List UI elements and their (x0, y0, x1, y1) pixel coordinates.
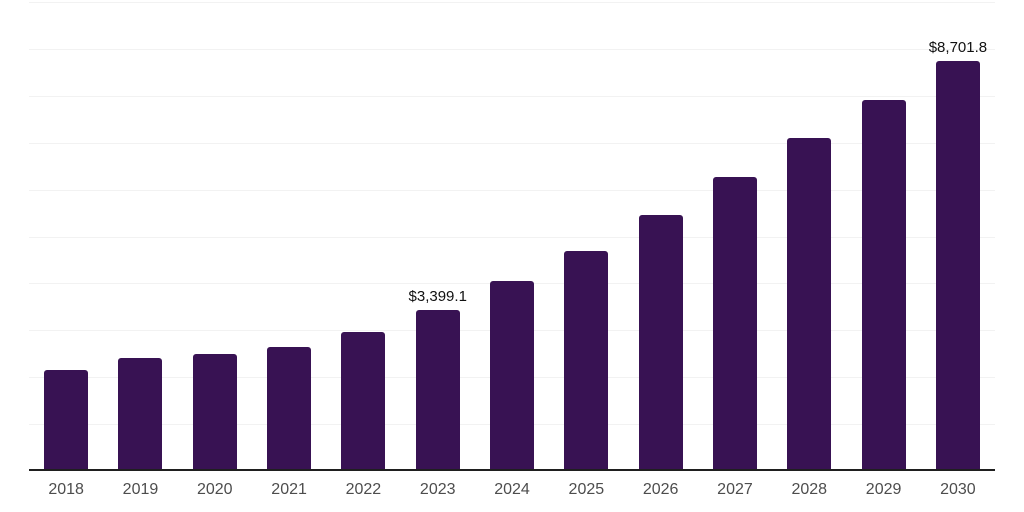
bar-value-label-2030: $8,701.8 (928, 38, 988, 56)
bar-2025 (564, 250, 609, 469)
x-axis-label-2020: 2020 (196, 481, 233, 498)
bar-band-2021 (252, 2, 326, 469)
bar-band-2029 (846, 2, 920, 469)
bar-band-2028 (772, 2, 846, 469)
x-axis-label-2021: 2021 (271, 481, 307, 498)
x-axis-labels: 2018 2019 2020 2021 2022 2023 2024 2025 2026 2027… (29, 481, 995, 499)
bar-band-2023: $3,399.1 (401, 2, 475, 469)
bar-band-2030: $8,701.8 (921, 2, 995, 469)
bar-2020 (192, 353, 237, 469)
bar-value-label-2023: $3,399.1 (408, 287, 467, 305)
bar-2030 (935, 60, 980, 469)
bar-band-2024 (475, 2, 549, 469)
bar-band-2022 (326, 2, 400, 469)
bar-2029 (861, 99, 906, 469)
bar-2018 (44, 369, 89, 469)
x-axis-label-2027: 2027 (717, 481, 753, 498)
bar-2024 (490, 280, 535, 469)
bar-2028 (787, 138, 832, 469)
x-axis-label-2026: 2026 (642, 481, 679, 498)
bar-2022 (341, 331, 386, 469)
bar-band-2020 (178, 2, 252, 469)
x-axis-label-2028: 2028 (791, 481, 828, 498)
gridline (29, 236, 995, 238)
bar-2019 (118, 358, 163, 469)
bar-band-2019 (103, 2, 177, 469)
bar-2021 (267, 346, 312, 469)
bar-band-2025 (549, 2, 623, 469)
bar-2023 (415, 309, 460, 469)
bar-band-2027 (698, 2, 772, 469)
bar-band-2018 (29, 2, 103, 469)
bar-2026 (638, 214, 683, 469)
gridline (29, 189, 995, 191)
plot-area: $3,399.1 $8,701.8 (29, 2, 995, 471)
x-axis-label-2023: 2023 (419, 481, 456, 498)
bar-band-2026 (624, 2, 698, 469)
gridline (29, 95, 995, 97)
x-axis-label-2019: 2019 (122, 481, 159, 498)
x-axis-label-2030: 2030 (940, 481, 976, 498)
gridline (29, 2, 995, 3)
x-axis-label-2029: 2029 (865, 481, 902, 498)
x-axis-label-2024: 2024 (494, 481, 530, 498)
x-axis-label-2022: 2022 (345, 481, 382, 498)
bars: $3,399.1 $8,701.8 (29, 2, 995, 469)
gridline (29, 142, 995, 144)
gridline (29, 48, 995, 50)
x-axis-label-2025: 2025 (568, 481, 605, 498)
bar-2027 (712, 177, 757, 469)
x-axis-label-2018: 2018 (48, 481, 84, 498)
